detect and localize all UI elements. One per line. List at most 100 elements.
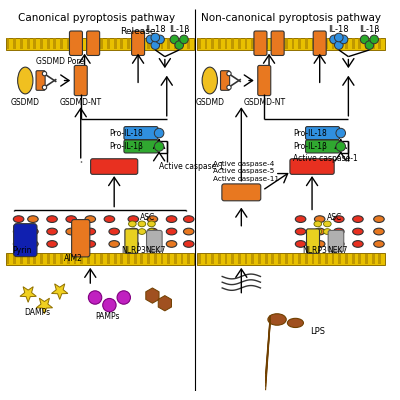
FancyBboxPatch shape <box>254 31 267 56</box>
Bar <box>154 38 157 49</box>
Circle shape <box>339 35 348 44</box>
FancyBboxPatch shape <box>328 230 344 252</box>
Bar <box>238 38 241 49</box>
FancyBboxPatch shape <box>125 229 138 253</box>
Text: NEK7: NEK7 <box>146 246 166 255</box>
FancyBboxPatch shape <box>124 126 158 140</box>
Bar <box>181 254 184 264</box>
Circle shape <box>154 128 164 138</box>
Ellipse shape <box>166 241 177 247</box>
Text: Active caspase-5: Active caspase-5 <box>213 168 274 174</box>
Bar <box>140 254 143 264</box>
Bar <box>224 38 228 49</box>
Bar <box>272 254 274 264</box>
Bar <box>325 38 328 49</box>
Bar <box>358 38 361 49</box>
Ellipse shape <box>374 216 384 222</box>
Ellipse shape <box>268 314 286 325</box>
Bar <box>87 254 90 264</box>
Bar <box>7 254 10 264</box>
Ellipse shape <box>47 241 57 247</box>
Circle shape <box>42 85 47 90</box>
Circle shape <box>88 291 102 304</box>
Bar <box>332 254 334 264</box>
Ellipse shape <box>334 241 344 247</box>
Bar <box>40 254 43 264</box>
Bar <box>20 38 23 49</box>
Bar <box>6 252 194 265</box>
FancyBboxPatch shape <box>132 31 144 56</box>
FancyBboxPatch shape <box>124 140 158 153</box>
Text: PAMPs: PAMPs <box>95 312 120 321</box>
Bar <box>325 254 328 264</box>
Ellipse shape <box>184 228 194 235</box>
Ellipse shape <box>314 228 325 235</box>
Text: Non-canonical pyroptosis pathway: Non-canonical pyroptosis pathway <box>201 13 381 23</box>
Ellipse shape <box>295 216 306 222</box>
Bar <box>358 254 361 264</box>
Text: Release: Release <box>120 26 156 36</box>
Bar <box>181 38 184 49</box>
Bar <box>67 38 70 49</box>
Ellipse shape <box>66 216 76 222</box>
Bar <box>147 38 150 49</box>
Bar <box>107 254 110 264</box>
FancyBboxPatch shape <box>36 71 45 90</box>
FancyBboxPatch shape <box>258 66 271 96</box>
FancyBboxPatch shape <box>72 220 90 257</box>
Bar <box>198 254 201 264</box>
Bar <box>318 38 321 49</box>
Bar <box>60 38 63 49</box>
Ellipse shape <box>353 228 363 235</box>
FancyBboxPatch shape <box>222 184 261 201</box>
Circle shape <box>336 128 346 138</box>
Ellipse shape <box>104 216 115 222</box>
Circle shape <box>146 35 155 44</box>
Bar <box>245 254 248 264</box>
Ellipse shape <box>334 216 344 222</box>
Ellipse shape <box>295 241 306 247</box>
Bar <box>292 38 294 49</box>
Bar <box>197 38 385 50</box>
Bar <box>231 254 234 264</box>
Ellipse shape <box>184 216 194 222</box>
Bar <box>27 254 30 264</box>
Ellipse shape <box>128 241 138 247</box>
Ellipse shape <box>324 229 331 234</box>
Text: Active caspase-4: Active caspase-4 <box>213 161 274 167</box>
Bar <box>160 38 163 49</box>
Ellipse shape <box>334 228 344 235</box>
Ellipse shape <box>85 216 96 222</box>
FancyBboxPatch shape <box>220 71 230 90</box>
FancyBboxPatch shape <box>271 31 284 56</box>
Ellipse shape <box>166 228 177 235</box>
Circle shape <box>154 142 164 151</box>
FancyBboxPatch shape <box>306 126 340 140</box>
Bar <box>67 254 70 264</box>
Bar <box>198 38 201 49</box>
Bar <box>372 38 375 49</box>
Bar <box>107 38 110 49</box>
Ellipse shape <box>314 216 325 222</box>
Ellipse shape <box>314 241 325 247</box>
Circle shape <box>103 298 116 312</box>
Ellipse shape <box>138 221 146 227</box>
Bar <box>204 38 207 49</box>
Ellipse shape <box>47 216 57 222</box>
Ellipse shape <box>295 228 306 235</box>
Bar <box>74 254 76 264</box>
Bar <box>94 254 96 264</box>
Bar <box>187 38 190 49</box>
Bar <box>231 38 234 49</box>
Circle shape <box>227 85 231 90</box>
Ellipse shape <box>128 229 136 234</box>
Circle shape <box>170 35 179 44</box>
FancyBboxPatch shape <box>70 31 82 56</box>
Text: NEK7: NEK7 <box>327 246 348 255</box>
Bar <box>80 38 83 49</box>
Bar <box>100 38 103 49</box>
Circle shape <box>365 41 374 50</box>
FancyBboxPatch shape <box>74 66 87 96</box>
Text: GSDMD: GSDMD <box>195 98 224 107</box>
Text: Active caspase-1: Active caspase-1 <box>293 154 358 163</box>
